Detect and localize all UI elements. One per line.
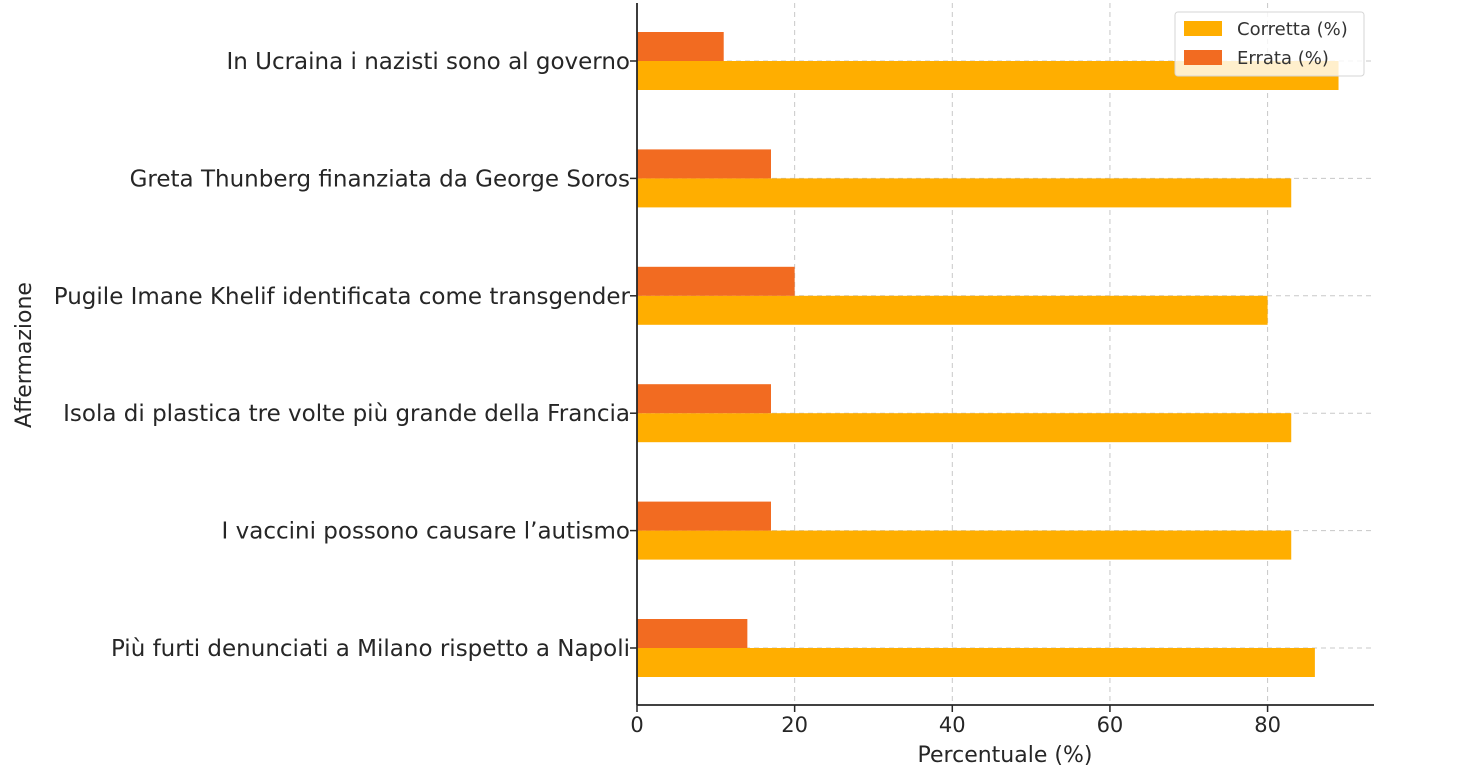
legend-swatch-corretta <box>1184 21 1222 36</box>
grid-layer <box>637 3 1374 705</box>
legend: Corretta (%) Errata (%) <box>1174 11 1365 77</box>
y-axis-title: Affermazione <box>12 282 37 428</box>
x-axis-title: Percentuale (%) <box>918 743 1093 768</box>
bar-corretta <box>637 648 1315 677</box>
bars-layer <box>637 32 1339 677</box>
bar-corretta <box>637 295 1268 325</box>
bar-corretta <box>637 413 1292 443</box>
y-category-label: Isola di plastica tre volte più grande d… <box>63 401 630 427</box>
labels-layer: 0 20 40 60 80 In Ucraina i nazisti sono al go… <box>54 49 1281 737</box>
x-tick-label: 20 <box>781 713 808 737</box>
y-category-label: In Ucraina i nazisti sono al governo <box>226 49 630 75</box>
bar-errata <box>637 32 724 61</box>
y-category-label: Pugile Imane Khelif identificata come tr… <box>54 284 631 310</box>
bar-errata <box>637 501 771 531</box>
bar-errata <box>637 266 795 296</box>
legend-swatch-errata <box>1184 50 1222 65</box>
bar-errata <box>637 619 748 648</box>
legend-frame <box>1174 11 1365 77</box>
legend-label-errata: Errata (%) <box>1237 48 1329 69</box>
x-tick-label: 60 <box>1097 713 1124 737</box>
legend-label-corretta: Corretta (%) <box>1237 19 1348 40</box>
bar-errata <box>637 384 771 414</box>
y-category-label: I vaccini possono causare l’autismo <box>222 519 630 545</box>
bar-corretta <box>637 530 1292 560</box>
x-tick-label: 0 <box>630 713 643 737</box>
bar-corretta <box>637 178 1292 208</box>
axes-layer <box>630 3 1374 712</box>
y-category-label: Greta Thunberg finanziata da George Soro… <box>130 166 630 192</box>
bar-errata <box>637 149 771 179</box>
x-tick-label: 40 <box>939 713 966 737</box>
x-tick-label: 80 <box>1254 713 1281 737</box>
y-category-label: Più furti denunciati a Milano rispetto a… <box>111 636 630 662</box>
